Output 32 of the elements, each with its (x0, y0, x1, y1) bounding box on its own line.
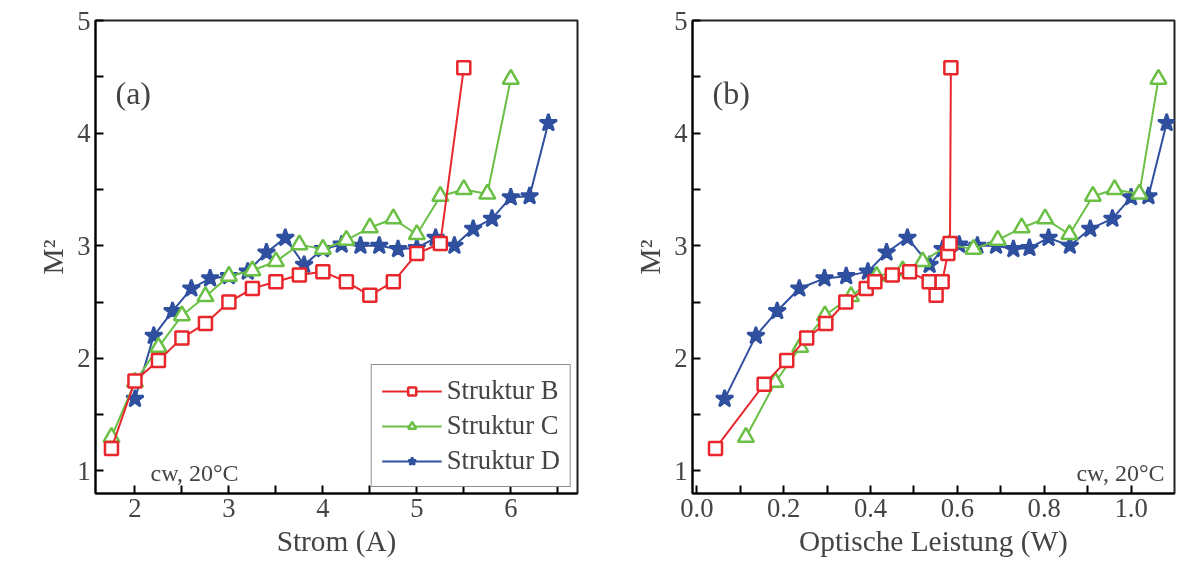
legend-label: Struktur B (446, 375, 559, 406)
annotation: (b) (712, 74, 750, 111)
annotation: cw, 20°C (1076, 459, 1165, 486)
legend-label: Struktur D (446, 445, 560, 476)
y-axis-title: M² (37, 239, 70, 275)
y-tick-label: 3 (674, 230, 688, 261)
y-tick-label: 5 (77, 5, 91, 36)
x-tick-label: 3 (222, 492, 236, 523)
x-axis-title: Strom (A) (276, 524, 397, 558)
x-tick-label: 1.0 (1114, 492, 1148, 523)
y-tick-label: 4 (77, 118, 91, 149)
y-tick-label: 1 (77, 455, 91, 486)
y-tick-label: 2 (674, 343, 688, 374)
annotation: cw, 20°C (150, 459, 239, 486)
y-tick-label: 4 (674, 118, 688, 149)
y-axis-title: M² (634, 239, 667, 275)
annotation: (a) (115, 74, 152, 111)
y-tick-label: 3 (77, 230, 91, 261)
x-axis-title: Optische Leistung (W) (799, 524, 1068, 558)
x-tick-label: 0.6 (940, 492, 975, 523)
x-tick-label: 0.8 (1027, 492, 1061, 523)
x-tick-label: 0.0 (680, 492, 714, 523)
y-tick-label: 2 (77, 343, 91, 374)
y-tick-label: 5 (674, 5, 688, 36)
x-tick-label: 2 (128, 492, 142, 523)
x-tick-label: 5 (410, 492, 424, 523)
legend-label: Struktur C (446, 410, 559, 441)
x-tick-label: 4 (316, 492, 330, 523)
y-tick-label: 1 (674, 455, 688, 486)
x-tick-label: 0.2 (767, 492, 801, 523)
x-tick-label: 6 (504, 492, 518, 523)
x-tick-label: 0.4 (853, 492, 888, 523)
